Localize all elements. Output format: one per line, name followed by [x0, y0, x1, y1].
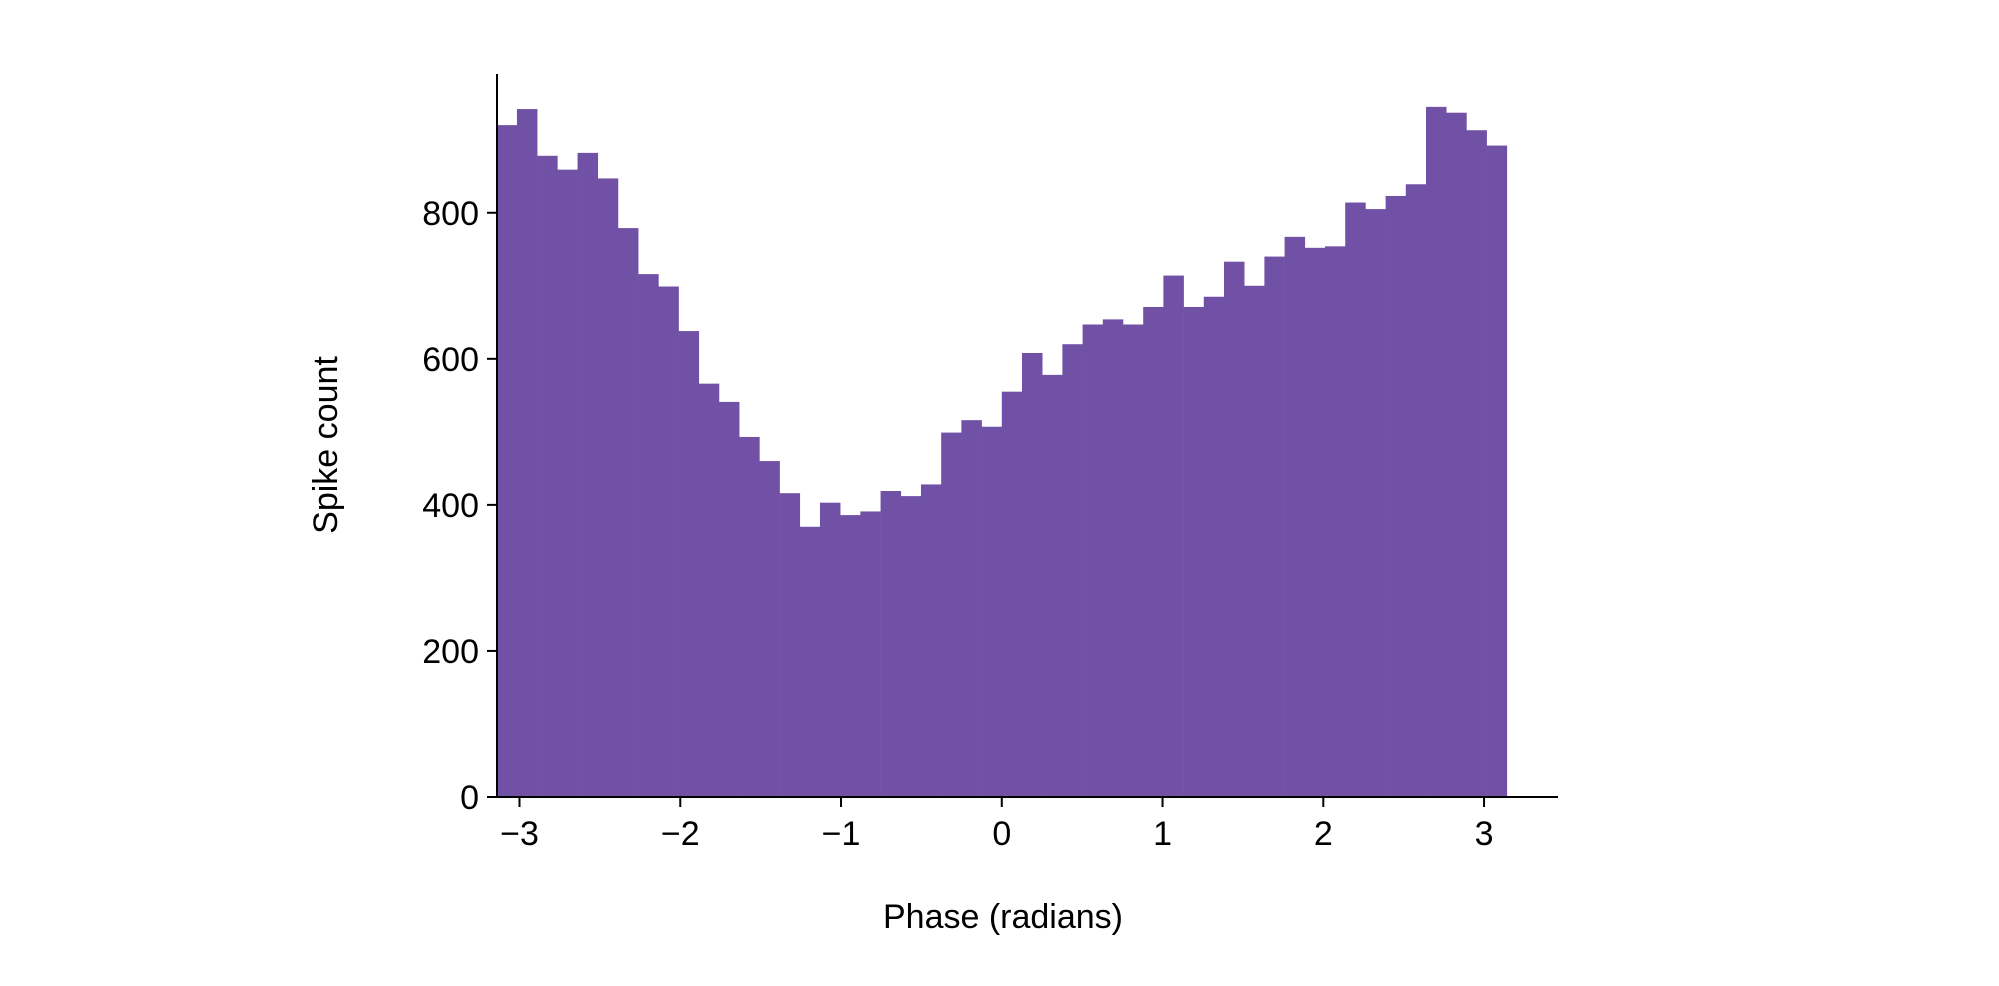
- histogram-bar: [1325, 246, 1346, 798]
- histogram-bar: [1021, 352, 1043, 797]
- histogram-bar: [718, 401, 740, 797]
- y-tick-label: 200: [422, 633, 479, 671]
- histogram-bar: [1405, 184, 1427, 797]
- histogram-bar: [1426, 106, 1447, 797]
- histogram-bar: [516, 109, 538, 797]
- histogram-bar: [1486, 145, 1508, 797]
- bars-group: [496, 106, 1508, 798]
- histogram-bar: [1163, 275, 1184, 798]
- histogram-bar: [1365, 209, 1386, 797]
- histogram-bar: [920, 484, 942, 797]
- histogram-bar: [577, 152, 599, 797]
- histogram-bar: [799, 526, 821, 797]
- histogram-bar: [658, 286, 679, 797]
- histogram-bar: [617, 228, 639, 797]
- y-axis-label: Spike count: [307, 356, 345, 534]
- histogram-bar: [678, 331, 700, 797]
- histogram-bar: [880, 491, 902, 797]
- histogram-bar: [1183, 306, 1205, 797]
- histogram-bar: [638, 274, 659, 797]
- histogram-bar: [1102, 319, 1124, 797]
- histogram-bar: [1244, 285, 1265, 797]
- histogram-bar: [1203, 296, 1225, 797]
- histogram-bar: [961, 420, 982, 797]
- histogram-bar: [1385, 195, 1407, 798]
- histogram-bar: [1143, 306, 1164, 797]
- histogram-bar: [1466, 130, 1487, 797]
- histogram-bar: [1042, 374, 1063, 797]
- histogram-bar: [840, 515, 861, 797]
- histogram-bar: [1345, 202, 1366, 798]
- x-tick-label: −2: [661, 815, 700, 853]
- x-tick-label: −1: [822, 815, 861, 853]
- histogram-bar: [941, 432, 962, 797]
- histogram-bar: [496, 125, 518, 797]
- histogram-bar: [1001, 391, 1023, 797]
- histogram-bar: [759, 461, 780, 797]
- y-ticks: 0 200 400 600 800: [422, 195, 497, 817]
- histogram-bar: [900, 496, 922, 797]
- histogram-bar: [1284, 236, 1306, 798]
- x-tick-label: 1: [1153, 815, 1172, 853]
- histogram-bar: [537, 155, 558, 797]
- x-ticks: −3 −2 −1 0 1 2 3: [500, 797, 1494, 853]
- histogram-bar: [1082, 324, 1104, 797]
- histogram-bar: [739, 436, 760, 797]
- y-tick-label: 600: [422, 341, 479, 379]
- histogram-bar: [1446, 112, 1467, 798]
- y-tick-label: 0: [460, 779, 479, 817]
- histogram-bar: [860, 511, 881, 797]
- histogram-bar: [698, 383, 720, 797]
- histogram-bar: [1223, 261, 1245, 797]
- x-tick-label: −3: [500, 815, 539, 853]
- histogram-bar: [557, 169, 578, 798]
- histogram-bar: [1062, 344, 1083, 797]
- histogram-bar: [597, 178, 619, 797]
- x-tick-label: 3: [1475, 815, 1494, 853]
- histogram-bar: [819, 502, 841, 797]
- y-tick-label: 400: [422, 487, 479, 525]
- x-tick-label: 0: [992, 815, 1011, 853]
- histogram-bar: [1304, 247, 1326, 797]
- histogram-bar: [981, 426, 1003, 797]
- histogram-bar: [1264, 256, 1285, 797]
- histogram-bar: [779, 493, 801, 797]
- y-tick-label: 800: [422, 195, 479, 233]
- histogram-bar: [1122, 324, 1144, 797]
- x-axis-label: Phase (radians): [883, 898, 1123, 936]
- x-tick-label: 2: [1314, 815, 1333, 853]
